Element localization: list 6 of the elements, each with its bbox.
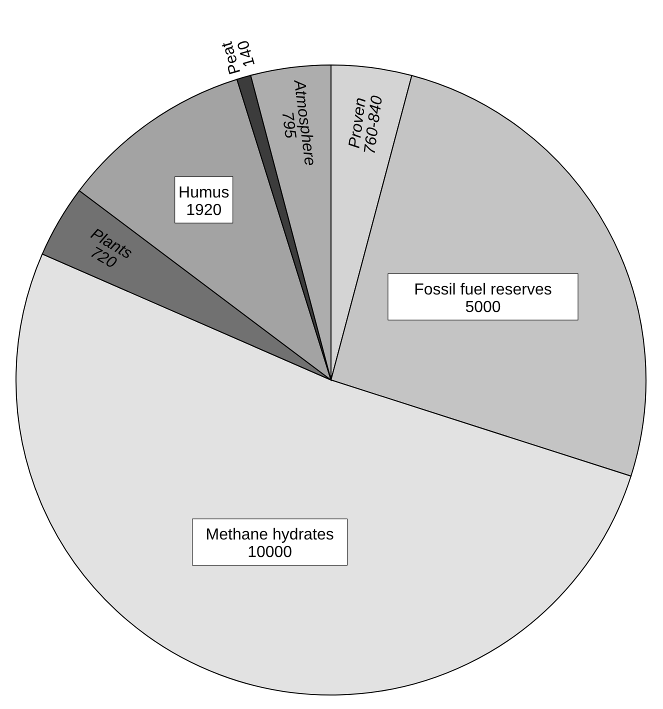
slice-label: Methane hydrates [206,526,334,544]
data-label: 5000 [465,298,501,316]
slice-label: Humus [178,184,230,202]
slice-label: Fossil fuel reserves [414,281,552,298]
data-label: 10000 [248,544,292,562]
data-label: 1920 [186,202,222,219]
